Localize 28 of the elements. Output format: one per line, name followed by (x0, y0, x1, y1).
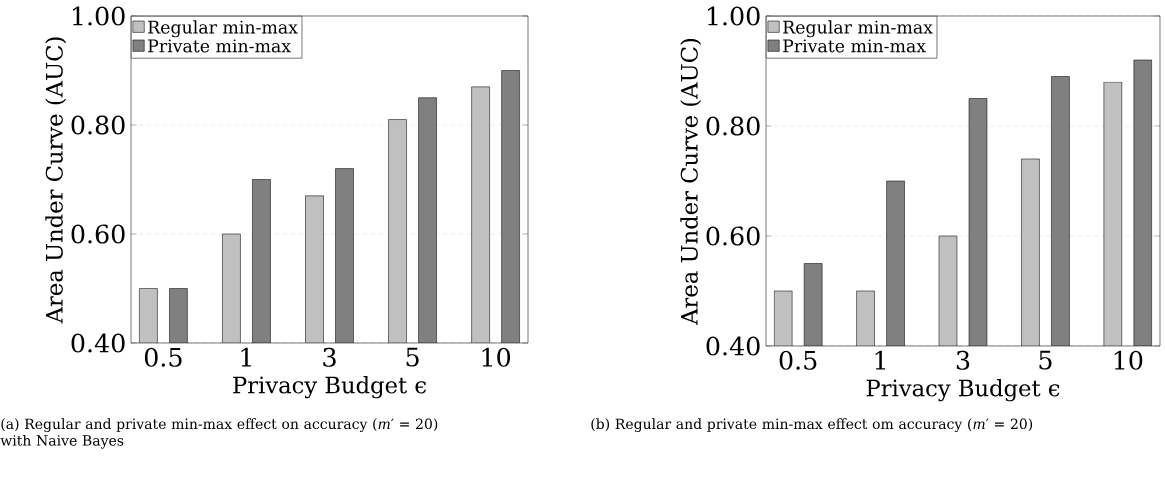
legend-label: Private min-max (148, 39, 291, 53)
y-axis-title: Area Under Curve (AUC) (680, 38, 702, 325)
x-tick-label: 0.5 (144, 347, 182, 367)
x-tick-label: 10 (1114, 350, 1143, 370)
y-tick-label: 1.00 (72, 6, 125, 26)
y-tick-label: 0.80 (71, 115, 125, 135)
x-tick-label: 1 (875, 350, 886, 370)
x-axis-title: Privacy Budget ϵ (866, 379, 1060, 402)
x-tick-label: 1 (241, 347, 251, 367)
x-tick-label: 10 (482, 347, 511, 367)
y-axis-title: Area Under Curve (AUC) (45, 37, 67, 324)
y-tick-label: 0.60 (706, 226, 760, 246)
y-tick-label: 0.60 (71, 224, 125, 244)
x-axis-title: Privacy Budget ϵ (233, 376, 426, 399)
text: (a) Regular and private min-max effect on accuracy (m′ = 20) with Naive Bayes (0, 418, 438, 449)
legend-label: Private min-max (783, 39, 926, 53)
y-tick-label: 1.00 (707, 6, 760, 26)
y-tick-label: 0.40 (706, 336, 760, 356)
x-tick-label: 5 (406, 347, 419, 367)
legend-label: Regular min-max (148, 20, 298, 38)
x-tick-label: 3 (323, 347, 336, 367)
x-tick-label: 3 (956, 350, 970, 370)
x-tick-label: 0.5 (779, 350, 817, 370)
legend-label: Regular min-max (783, 20, 933, 38)
text: (b) Regular and private min-max effect om accuracy (m′ = 20) (591, 418, 1033, 432)
x-tick-label: 5 (1039, 350, 1052, 370)
y-tick-label: 0.80 (706, 116, 760, 136)
y-tick-label: 0.40 (71, 333, 125, 353)
